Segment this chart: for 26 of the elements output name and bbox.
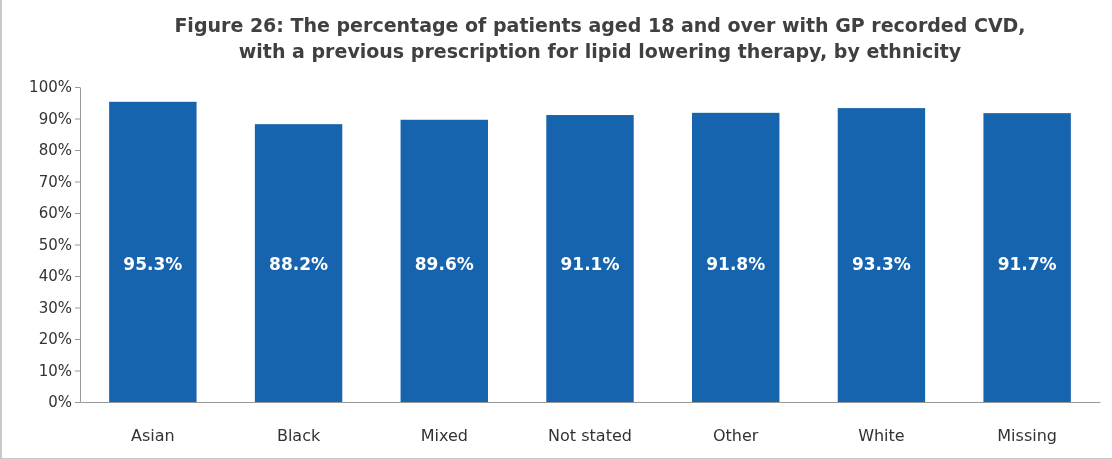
data-label: 93.3% bbox=[851, 253, 911, 274]
x-tick-label: Not stated bbox=[548, 426, 632, 446]
data-label: 89.6% bbox=[414, 253, 474, 274]
data-label: 95.3% bbox=[123, 253, 183, 274]
data-label: 88.2% bbox=[269, 253, 329, 274]
y-tick-label: 0% bbox=[48, 393, 72, 412]
x-tick-label: Mixed bbox=[420, 426, 468, 446]
y-tick-label: 50% bbox=[38, 235, 72, 254]
chart-title: Figure 26: The percentage of patients aged 18 and over with GP recorded CVD, with a previous prescription for lipid lowering therapy, by ethnicity bbox=[174, 14, 1026, 62]
y-tick-label: 20% bbox=[38, 330, 72, 349]
y-tick-label: 30% bbox=[38, 298, 72, 317]
y-tick-label: 100% bbox=[29, 78, 72, 97]
x-tick-label: Asian bbox=[131, 426, 175, 446]
y-tick-label: 10% bbox=[38, 361, 72, 380]
y-tick-label: 60% bbox=[38, 204, 72, 223]
x-tick-label: Missing bbox=[997, 426, 1057, 446]
y-tick-label: 70% bbox=[38, 172, 72, 191]
x-tick-label: Other bbox=[713, 426, 759, 446]
y-tick-label: 80% bbox=[38, 141, 72, 160]
data-label: 91.1% bbox=[560, 253, 620, 274]
x-tick-label: Black bbox=[276, 426, 321, 446]
y-tick-label: 90% bbox=[38, 109, 72, 128]
data-label: 91.8% bbox=[706, 253, 766, 274]
x-tick-label: White bbox=[858, 426, 905, 446]
y-tick-label: 40% bbox=[38, 267, 72, 286]
data-label: 91.7% bbox=[997, 253, 1057, 274]
